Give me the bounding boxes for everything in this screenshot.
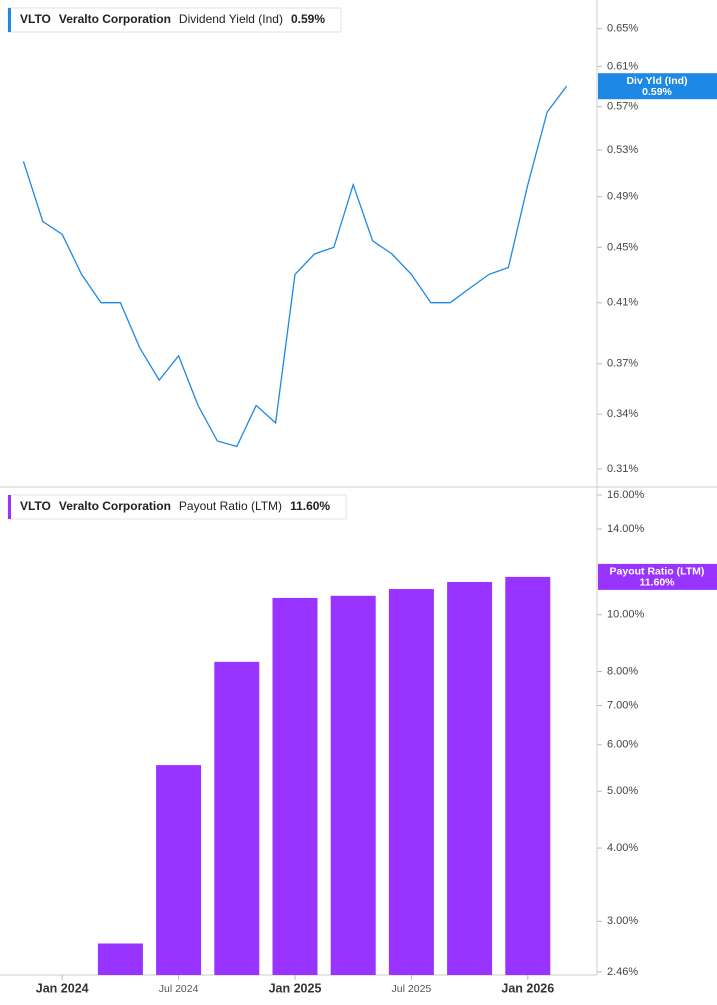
bar (97, 943, 143, 975)
bar (156, 765, 202, 975)
x-tick-label: Jul 2024 (159, 983, 199, 995)
x-tick-label: Jan 2025 (269, 981, 322, 995)
y-tick-label: 0.41% (607, 297, 638, 309)
legend-box (7, 7, 342, 33)
badge-label: Div Yld (Ind) (626, 75, 687, 87)
legend-text: Payout Ratio (LTM) (179, 499, 282, 513)
y-tick-label: 3.00% (607, 915, 638, 927)
y-tick-label: 5.00% (607, 785, 638, 797)
badge-value: 0.59% (642, 86, 672, 98)
y-tick-label: 0.53% (607, 144, 638, 156)
value-badge (598, 563, 717, 590)
y-tick-label: 8.00% (607, 665, 638, 677)
legend-text: Veralto Corporation (59, 499, 171, 513)
y-tick-label: 7.00% (607, 699, 638, 711)
y-tick-label: 0.61% (607, 60, 638, 72)
bar (505, 576, 551, 975)
legend-text: VLTO (20, 499, 51, 513)
legend-text: Veralto Corporation (59, 12, 171, 26)
y-tick-label: 0.45% (607, 241, 638, 253)
legend-text: Dividend Yield (Ind) (179, 12, 283, 26)
y-tick-label: 0.57% (607, 101, 638, 113)
y-tick-label: 0.65% (607, 22, 638, 34)
bar (447, 581, 493, 975)
badge-value: 11.60% (639, 577, 675, 589)
legend-swatch (8, 495, 11, 519)
x-tick-label: Jul 2025 (392, 983, 432, 995)
y-tick-label: 0.31% (607, 463, 638, 475)
badge-label: Payout Ratio (LTM) (610, 566, 705, 578)
bar (272, 597, 318, 975)
y-tick-label: 10.00% (607, 609, 645, 621)
y-tick-label: 16.00% (607, 489, 645, 501)
y-tick-label: 0.49% (607, 191, 638, 203)
line (22, 85, 568, 448)
legend-text: VLTO (20, 12, 51, 26)
y-tick-label: 14.00% (607, 523, 645, 535)
y-tick-label: 6.00% (607, 739, 638, 751)
bar (330, 595, 376, 975)
legend-text: 0.59% (291, 12, 325, 26)
y-tick-label: 4.00% (607, 842, 638, 854)
y-tick-label: 0.34% (607, 408, 638, 420)
legend-swatch (8, 8, 11, 32)
y-tick-label: 0.37% (607, 358, 638, 370)
bar (214, 661, 260, 975)
x-tick-label: Jan 2024 (36, 981, 89, 995)
value-badge (598, 73, 717, 100)
bar (388, 589, 434, 975)
y-tick-label: 2.46% (607, 966, 638, 978)
legend-box (7, 494, 347, 520)
legend-text: 11.60% (290, 499, 330, 513)
x-tick-label: Jan 2026 (501, 981, 554, 995)
